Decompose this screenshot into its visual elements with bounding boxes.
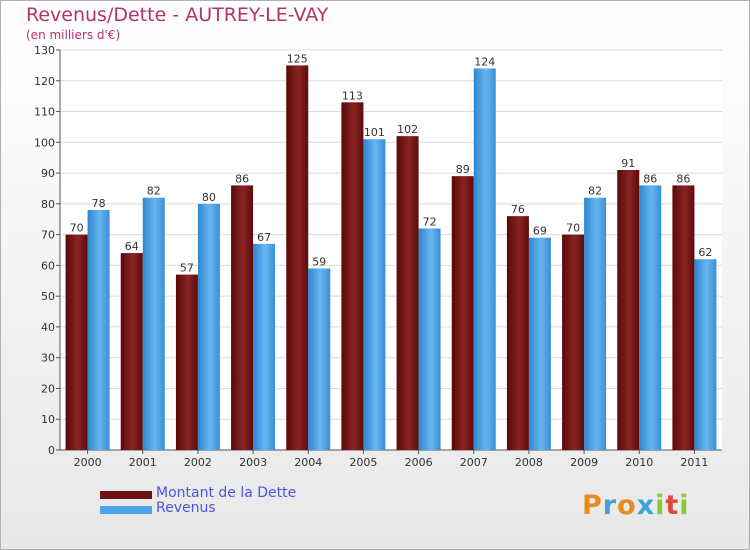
logo-letter: x — [636, 490, 656, 521]
bar-revenus — [694, 259, 717, 450]
data-label-revenus: 69 — [533, 225, 547, 238]
data-label-dette: 91 — [621, 157, 635, 170]
plot-area — [60, 50, 722, 450]
y-tick-label: 60 — [41, 259, 55, 272]
chart-subtitle: (en milliers d'€) — [26, 28, 121, 42]
bar-dette — [286, 65, 309, 450]
bar-revenus — [639, 185, 662, 450]
bar-dette — [672, 185, 695, 450]
bar-revenus — [473, 68, 496, 450]
bar-revenus — [584, 197, 607, 450]
bar-dette — [341, 102, 364, 451]
data-label-dette: 57 — [180, 262, 194, 275]
bar-revenus — [253, 243, 276, 450]
bar-revenus — [87, 210, 110, 450]
legend-label-dette: Montant de la Dette — [156, 485, 297, 501]
data-label-dette: 125 — [287, 52, 308, 65]
y-tick-label: 70 — [41, 229, 55, 242]
x-tick-label: 2003 — [239, 456, 267, 469]
x-tick-label: 2001 — [129, 456, 157, 469]
legend-swatch-revenus — [100, 506, 152, 514]
bar-revenus — [197, 203, 220, 450]
y-tick-label: 0 — [48, 444, 55, 457]
x-tick-label: 2006 — [405, 456, 433, 469]
bar-dette — [396, 136, 419, 450]
bar-revenus — [363, 139, 386, 450]
x-tick-label: 2009 — [570, 456, 598, 469]
y-tick-label: 10 — [41, 413, 55, 426]
y-tick-label: 80 — [41, 198, 55, 211]
legend-label-revenus: Revenus — [156, 500, 216, 516]
data-label-dette: 64 — [125, 240, 139, 253]
y-tick-label: 120 — [34, 75, 55, 88]
logo-letter: P — [582, 490, 603, 521]
data-label-dette: 102 — [397, 123, 418, 136]
x-tick-label: 2010 — [625, 456, 653, 469]
bar-dette — [65, 234, 88, 450]
bar-revenus — [142, 197, 165, 450]
bar-dette — [175, 274, 198, 450]
y-tick-label: 90 — [41, 167, 55, 180]
bar-dette — [506, 216, 529, 450]
x-tick-label: 2000 — [74, 456, 102, 469]
y-tick-label: 40 — [41, 321, 55, 334]
data-label-dette: 89 — [456, 163, 470, 176]
bar-dette — [617, 170, 640, 450]
logo-letter: t — [665, 490, 680, 521]
x-tick-label: 2007 — [460, 456, 488, 469]
data-label-revenus: 67 — [257, 231, 271, 244]
bar-dette — [451, 176, 474, 450]
data-label-revenus: 124 — [474, 55, 495, 68]
y-tick-label: 130 — [34, 44, 55, 57]
data-label-revenus: 72 — [423, 215, 437, 228]
logo-letter: i — [679, 490, 690, 521]
bar-revenus — [418, 228, 441, 450]
x-tick-label: 2011 — [680, 456, 708, 469]
y-tick-label: 30 — [41, 352, 55, 365]
bar-revenus — [308, 268, 331, 450]
logo-letter: o — [617, 490, 637, 521]
y-tick-label: 20 — [41, 382, 55, 395]
data-label-revenus: 78 — [92, 197, 106, 210]
bar-dette — [120, 253, 143, 450]
y-tick-label: 110 — [34, 106, 55, 119]
y-tick-label: 50 — [41, 290, 55, 303]
x-tick-label: 2005 — [349, 456, 377, 469]
bar-revenus — [528, 237, 551, 450]
x-tick-label: 2004 — [294, 456, 322, 469]
bar-dette — [231, 185, 254, 450]
logo-letter: i — [655, 490, 666, 521]
bar-dette — [562, 234, 585, 450]
data-label-revenus: 86 — [643, 172, 657, 185]
data-label-dette: 70 — [70, 222, 84, 235]
data-label-dette: 76 — [511, 203, 525, 216]
y-tick-label: 100 — [34, 136, 55, 149]
data-label-dette: 70 — [566, 222, 580, 235]
legend-swatch-dette — [100, 491, 152, 499]
chart-title: Revenus/Dette - AUTREY-LE-VAY — [26, 4, 329, 26]
logo-letter: r — [602, 490, 618, 521]
proxiti-logo: Proxiti — [582, 490, 690, 521]
data-label-revenus: 80 — [202, 191, 216, 204]
data-label-dette: 113 — [342, 89, 363, 102]
data-label-revenus: 82 — [147, 185, 161, 198]
x-tick-label: 2002 — [184, 456, 212, 469]
data-label-dette: 86 — [235, 172, 249, 185]
data-label-dette: 86 — [676, 172, 690, 185]
data-label-revenus: 62 — [698, 246, 712, 259]
data-label-revenus: 59 — [312, 255, 326, 268]
data-label-revenus: 101 — [364, 126, 385, 139]
x-tick-label: 2008 — [515, 456, 543, 469]
data-label-revenus: 82 — [588, 185, 602, 198]
